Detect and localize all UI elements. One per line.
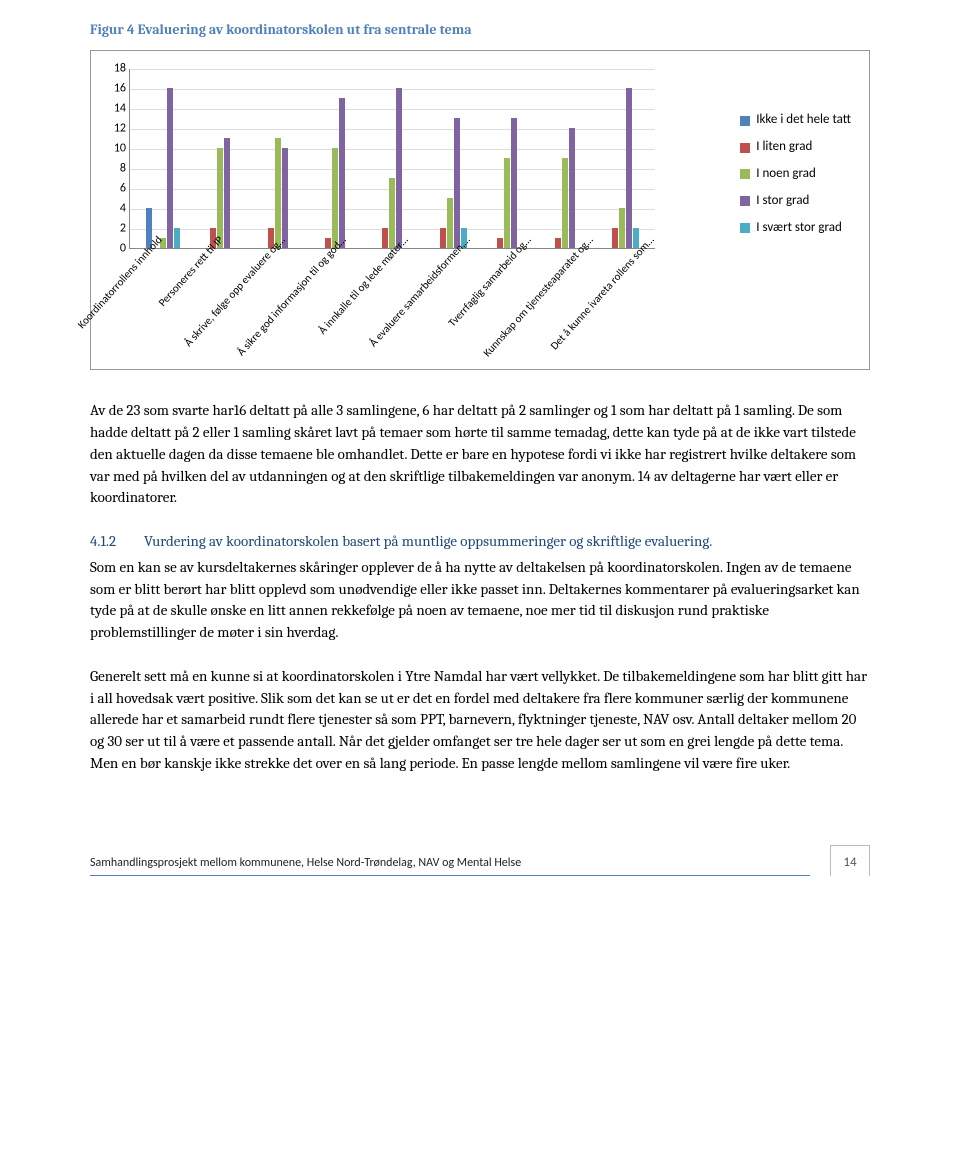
figure-title: Figur 4 Evaluering av koordinatorskolen …	[90, 20, 870, 40]
legend-label: I stor grad	[756, 192, 809, 211]
legend-item: Ikke i det hele tatt	[740, 111, 851, 130]
y-tick: 16	[106, 81, 126, 98]
x-label: Det å kunne ivareta rollens som…	[638, 236, 727, 316]
y-axis: 024681012141618	[106, 69, 130, 248]
bar	[511, 118, 517, 248]
y-tick: 10	[106, 141, 126, 158]
bar-group	[364, 88, 421, 248]
bar	[454, 118, 460, 248]
legend-swatch	[740, 116, 750, 126]
chart-legend: Ikke i det hele tatt I liten grad I noen g…	[740, 111, 851, 245]
legend-swatch	[740, 196, 750, 206]
x-axis-labels: Koordinatorrollens innholdPersoneres ret…	[115, 236, 669, 356]
y-tick: 12	[106, 121, 126, 138]
legend-swatch	[740, 223, 750, 233]
bar	[396, 88, 402, 248]
legend-swatch	[740, 169, 750, 179]
paragraph-1: Av de 23 som svarte har16 deltatt på all…	[90, 400, 870, 509]
bar	[282, 148, 288, 248]
bar-group	[479, 118, 536, 248]
legend-item: I noen grad	[740, 165, 851, 184]
bar-group	[134, 88, 191, 248]
bar-group	[249, 138, 306, 248]
footer-text: Samhandlingsprosjekt mellom kommunene, H…	[90, 855, 810, 876]
heading-number: 4.1.2	[90, 531, 144, 553]
bar	[275, 138, 281, 248]
y-tick: 8	[106, 161, 126, 178]
paragraph-3: Generelt sett må en kunne si at koordina…	[90, 666, 870, 775]
bar	[626, 88, 632, 248]
bar-group	[191, 138, 248, 248]
page-number: 14	[830, 845, 870, 877]
bar	[562, 158, 568, 248]
legend-label: I svært stor grad	[756, 219, 842, 238]
legend-label: I noen grad	[756, 165, 816, 184]
bar	[224, 138, 230, 248]
page-footer: Samhandlingsprosjekt mellom kommunene, H…	[90, 845, 870, 877]
y-tick: 6	[106, 181, 126, 198]
heading-text: Vurdering av koordinatorskolen basert på…	[144, 531, 870, 553]
legend-item: I svært stor grad	[740, 219, 851, 238]
bar-group	[594, 88, 651, 248]
legend-label: Ikke i det hele tatt	[756, 111, 851, 130]
bar-group	[536, 128, 593, 248]
bar	[569, 128, 575, 248]
bar-group	[306, 98, 363, 248]
bar	[504, 158, 510, 248]
y-tick: 18	[106, 61, 126, 78]
y-tick: 4	[106, 201, 126, 218]
bar-group	[421, 118, 478, 248]
legend-item: I liten grad	[740, 138, 851, 157]
section-heading: 4.1.2 Vurdering av koordinatorskolen bas…	[90, 531, 870, 553]
paragraph-2: Som en kan se av kursdeltakernes skåring…	[90, 557, 870, 644]
legend-item: I stor grad	[740, 192, 851, 211]
bar-chart: 024681012141618 Koordinatorrollens innho…	[90, 50, 870, 370]
legend-swatch	[740, 143, 750, 153]
bar	[339, 98, 345, 248]
bars-area	[130, 69, 655, 248]
legend-label: I liten grad	[756, 138, 812, 157]
y-tick: 14	[106, 101, 126, 118]
chart-plot: 024681012141618	[129, 69, 655, 249]
bar	[217, 148, 223, 248]
bar	[167, 88, 173, 248]
